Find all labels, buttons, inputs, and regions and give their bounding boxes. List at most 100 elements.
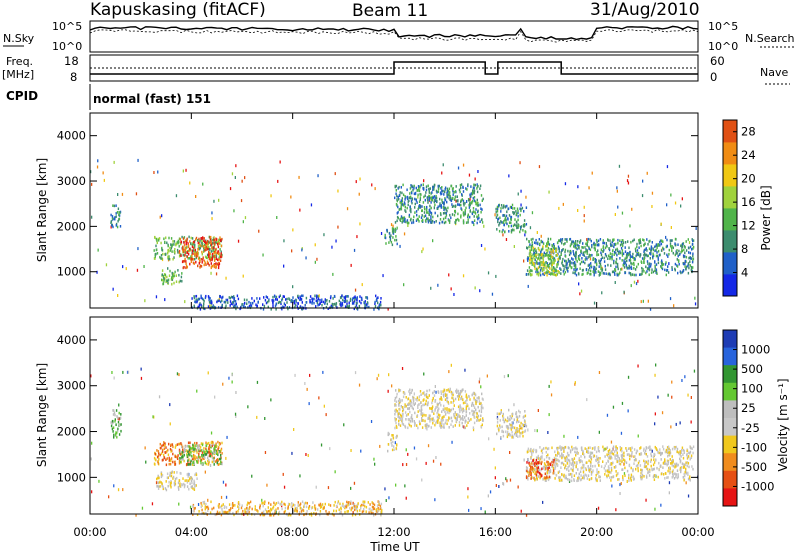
power-cell [411,185,412,188]
power-cell [365,304,366,307]
power-cell [186,251,187,254]
power-cell [436,197,437,200]
velocity-cell [393,445,394,448]
velocity-cell [559,476,560,479]
nsky-top-tick: 10^5 [52,20,82,33]
power-cell [654,250,655,253]
power-cell [171,283,172,286]
velocity-scatter-cell [152,502,153,505]
power-cell [203,305,204,308]
velocity-cell [196,442,197,445]
power-cell [367,297,368,300]
velocity-cell [625,447,626,450]
power-scatter-cell [494,213,495,216]
power-cell [208,296,209,299]
power-cell [356,302,357,305]
power-cell [690,246,691,249]
power-cell [496,216,497,219]
power-cell [546,271,547,274]
power-cell [350,298,351,301]
power-cell [461,193,462,196]
power-cell [174,248,175,251]
power-scatter-cell [381,232,382,235]
velocity-scatter-cell [198,503,199,506]
power-scatter-cell [637,280,638,283]
velocity-cell [517,435,518,438]
power-cell [444,212,445,215]
power-cell [332,297,333,300]
power-cell [457,213,458,216]
power-scatter-cell [91,183,92,186]
power-cell [467,221,468,224]
velocity-cell [477,397,478,400]
power-scatter-cell [652,192,653,195]
velocity-scatter-cell [686,481,687,484]
velocity-cell [396,393,397,396]
nsearch-line [90,29,698,42]
power-cell [425,199,426,202]
velocity-scatter-cell [426,462,427,465]
power-cell [665,263,666,266]
power-cell [610,252,611,255]
velocity-scatter-cell [549,413,550,416]
velocity-cell [427,397,428,400]
velocity-cell [509,418,510,421]
velocity-cell [523,415,524,418]
power-scatter-cell [629,224,630,227]
velocity-cell [596,478,597,481]
power-scatter-cell [407,224,408,227]
velocity-cell [193,461,194,464]
power-cell [174,251,175,254]
velocity-cell [655,446,656,449]
power-cell [444,222,445,225]
power-cell [197,254,198,257]
power-scatter-cell [558,207,559,210]
velocity-cell [519,430,520,433]
power-cell [186,242,187,245]
power-cell [588,238,589,241]
power-cell [595,244,596,247]
power-scatter-cell [156,295,157,298]
velocity-cell [546,466,547,469]
velocity-cell [676,473,677,476]
velocity-cell [403,396,404,399]
velocity-cell [180,472,181,475]
power-cell [246,299,247,302]
velocity-cell [444,410,445,413]
velocity-cell [666,463,667,466]
velocity-cell [553,467,554,470]
power-cell [194,244,195,247]
power-cell [598,270,599,273]
power-cell [572,272,573,275]
velocity-cell [472,402,473,405]
velocity-cell [557,449,558,452]
power-cell [656,251,657,254]
power-cell [683,269,684,272]
power-cell [159,237,160,240]
velocity-cell [443,423,444,426]
power-cell [578,257,579,260]
velocity-scatter-cell [670,425,671,428]
velocity-cell [568,446,569,449]
power-cell [421,184,422,187]
power-scatter-cell [210,272,211,275]
power-cell [558,246,559,249]
power-cell [502,207,503,210]
power-cell [441,199,442,202]
velocity-scatter-cell [524,459,525,462]
power-cell [692,266,693,269]
power-scatter-cell [488,271,489,274]
velocity-scatter-cell [628,376,629,379]
power-cell [602,242,603,245]
velocity-cell [617,452,618,455]
velocity-cell [583,471,584,474]
velocity-cell [598,460,599,463]
power-scatter-cell [337,190,338,193]
velocity-cell [184,484,185,487]
power-cell [463,211,464,214]
velocity-cell [166,480,167,483]
velocity-cell [686,454,687,457]
power-cell [440,218,441,221]
power-cell [623,264,624,267]
velocity-cell [200,462,201,465]
